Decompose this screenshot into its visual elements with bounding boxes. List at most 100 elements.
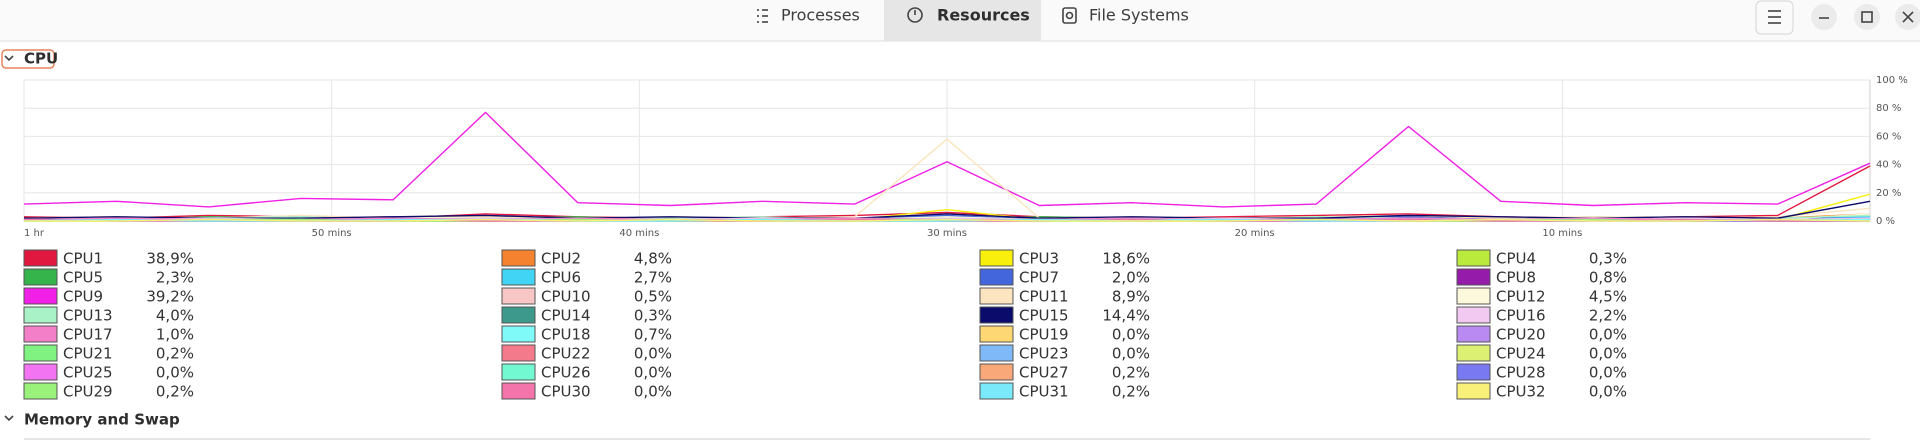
legend-name: CPU28: [1496, 364, 1546, 382]
legend-name: CPU11: [1019, 288, 1069, 306]
legend-value: 2,2%: [1589, 307, 1627, 325]
legend-value: 4,0%: [156, 307, 194, 325]
legend-name: CPU24: [1496, 345, 1546, 363]
legend-value: 0,5%: [634, 288, 672, 306]
legend-swatch: [23, 325, 58, 343]
menu-button[interactable]: [1755, 0, 1794, 35]
legend-value: 2,7%: [634, 269, 672, 287]
legend-value: 4,8%: [634, 250, 672, 268]
y-tick-label: 20 %: [1876, 188, 1901, 199]
legend-value: 38,9%: [146, 250, 194, 268]
legend-name: CPU16: [1496, 307, 1546, 325]
legend-value: 0,7%: [634, 326, 672, 344]
legend-name: CPU13: [63, 307, 113, 325]
close-button[interactable]: [1895, 4, 1920, 30]
legend-value: 0,0%: [634, 383, 672, 401]
legend-swatch: [979, 325, 1014, 343]
legend-name: CPU9: [63, 288, 103, 306]
legend-value: 0,0%: [1589, 383, 1627, 401]
legend-swatch: [979, 382, 1014, 400]
legend-swatch: [501, 249, 536, 267]
legend-value: 0,2%: [1112, 364, 1150, 382]
legend-swatch: [979, 363, 1014, 381]
expander-arrow: [4, 415, 14, 422]
legend-name: CPU25: [63, 364, 113, 382]
legend-value: 0,2%: [156, 383, 194, 401]
legend-value: 0,3%: [1589, 250, 1627, 268]
legend-name: CPU12: [1496, 288, 1546, 306]
legend-name: CPU18: [541, 326, 591, 344]
legend-name: CPU6: [541, 269, 581, 287]
legend-swatch: [979, 344, 1014, 362]
y-tick-label: 0 %: [1876, 216, 1895, 227]
section-title: Memory and Swap: [24, 411, 180, 429]
legend-swatch: [1456, 287, 1491, 305]
legend-swatch: [23, 363, 58, 381]
legend-value: 0,3%: [634, 307, 672, 325]
legend-name: CPU14: [541, 307, 591, 325]
legend-name: CPU3: [1019, 250, 1059, 268]
maximize-button[interactable]: [1854, 4, 1880, 30]
legend-swatch: [979, 249, 1014, 267]
minimize-button[interactable]: [1811, 4, 1837, 30]
legend-name: CPU23: [1019, 345, 1069, 363]
tab-label: Processes: [781, 6, 860, 25]
x-tick-label: 40 mins: [619, 228, 659, 239]
legend-value: 0,0%: [634, 345, 672, 363]
legend-swatch: [501, 306, 536, 324]
legend-value: 2,3%: [156, 269, 194, 287]
legend-name: CPU5: [63, 269, 103, 287]
legend-value: 39,2%: [146, 288, 194, 306]
expander-arrow: [4, 55, 14, 62]
y-tick-label: 100 %: [1876, 75, 1908, 86]
legend-value: 0,0%: [156, 364, 194, 382]
disk-icon-dot: [1065, 11, 1074, 20]
cpu-line: [23, 200, 1871, 219]
legend-name: CPU1: [63, 250, 103, 268]
section-title: CPU: [24, 50, 58, 68]
legend-value: 4,5%: [1589, 288, 1627, 306]
legend-name: CPU29: [63, 383, 113, 401]
legend-swatch: [979, 268, 1014, 286]
legend-name: CPU27: [1019, 364, 1069, 382]
y-tick-label: 80 %: [1876, 103, 1901, 114]
legend-name: CPU26: [541, 364, 591, 382]
legend-name: CPU20: [1496, 326, 1546, 344]
filesystems-tab[interactable]: File Systems: [1062, 6, 1189, 25]
y-tick-label: 60 %: [1876, 131, 1901, 142]
legend-name: CPU30: [541, 383, 591, 401]
legend-swatch: [23, 344, 58, 362]
legend-swatch: [979, 287, 1014, 305]
legend-value: 0,0%: [1112, 345, 1150, 363]
gauge-icon: [907, 7, 923, 23]
memory-section-header[interactable]: Memory and Swap: [4, 411, 180, 429]
cpu-section-header[interactable]: CPU: [1, 49, 58, 69]
legend-swatch: [501, 287, 536, 305]
legend-swatch: [1456, 344, 1491, 362]
y-tick-label: 40 %: [1876, 160, 1901, 171]
disk-icon: [1062, 7, 1077, 24]
legend-name: CPU32: [1496, 383, 1546, 401]
legend-swatch: [23, 382, 58, 400]
processes-tab[interactable]: Processes: [757, 6, 860, 25]
legend-value: 0,0%: [1589, 326, 1627, 344]
legend-name: CPU19: [1019, 326, 1069, 344]
legend-swatch: [1456, 363, 1491, 381]
legend-value: 0,2%: [1112, 383, 1150, 401]
legend-name: CPU21: [63, 345, 113, 363]
x-tick-label: 50 mins: [312, 228, 352, 239]
legend-name: CPU2: [541, 250, 581, 268]
legend-name: CPU22: [541, 345, 591, 363]
legend-swatch: [501, 363, 536, 381]
list-icon: [757, 9, 768, 23]
legend-name: CPU4: [1496, 250, 1536, 268]
legend-name: CPU17: [63, 326, 113, 344]
legend-value: 2,0%: [1112, 269, 1150, 287]
legend-name: CPU8: [1496, 269, 1536, 287]
resources-tab[interactable]: Resources: [907, 6, 1030, 25]
legend-swatch: [23, 249, 58, 267]
legend-value: 0,0%: [1112, 326, 1150, 344]
legend-value: 1,0%: [156, 326, 194, 344]
legend-swatch: [501, 268, 536, 286]
